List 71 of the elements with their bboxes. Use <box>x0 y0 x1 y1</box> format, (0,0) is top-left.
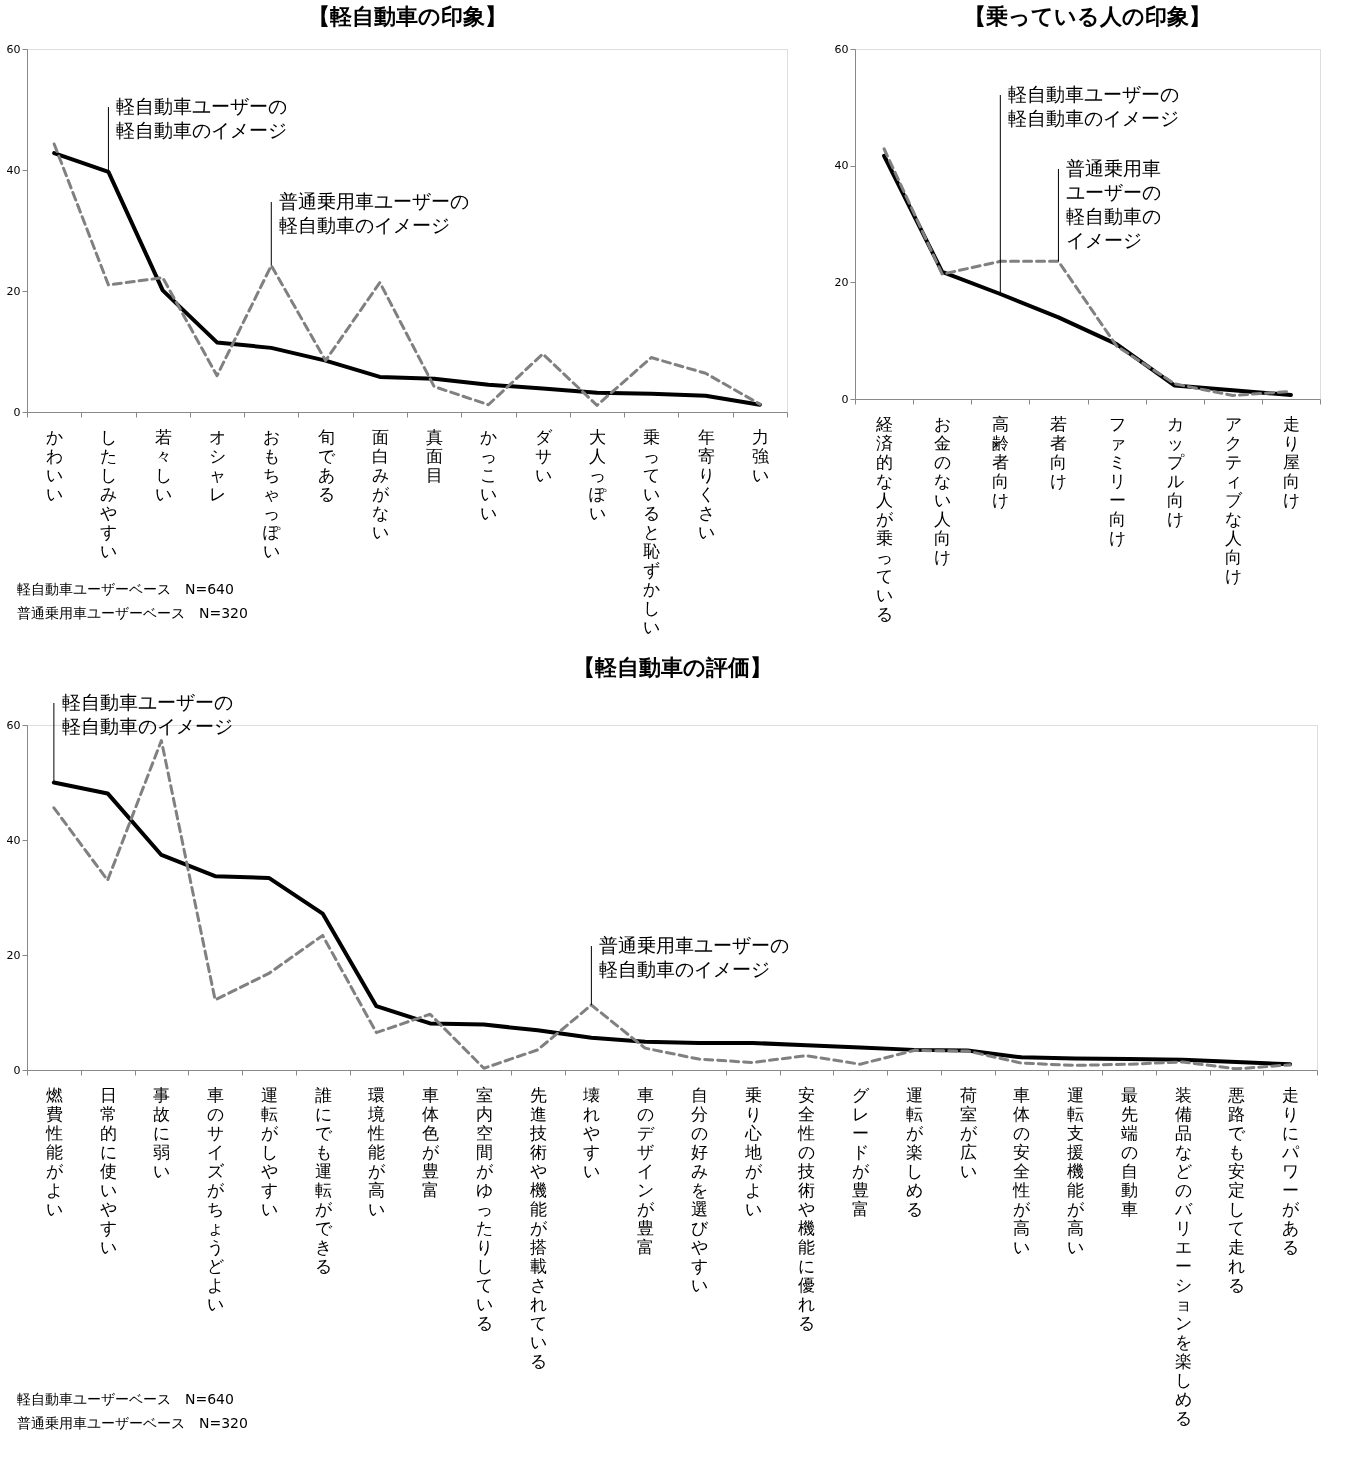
text: 普通乗用車ユーザーベース N=320 <box>17 1415 248 1431</box>
text: 軽自動車ユーザーベース N=640 <box>17 581 234 597</box>
x-tick-label: 運転が楽しめる <box>905 1084 924 1219</box>
category-label: 経済的な人が乗っている <box>876 413 894 624</box>
x-tick-label: おもちゃっぽい <box>263 426 282 561</box>
category-label: 乗っていると恥ずかしい <box>643 426 661 637</box>
text: 普通乗用車ユーザーベース N=320 <box>17 605 248 621</box>
category-label: 運転支援機能が高い <box>1067 1084 1085 1257</box>
x-tick-label: グレードが豊富 <box>852 1084 871 1219</box>
y-tick-label: 60 <box>834 42 849 56</box>
y-tick-label: 20 <box>6 948 21 962</box>
y-tick-label: 20 <box>834 275 849 289</box>
y-tick-label: 0 <box>841 392 849 406</box>
category-label: 車体の安全性が高い <box>1013 1084 1031 1257</box>
y-tick-label: 20 <box>6 284 21 298</box>
annotation: 普通乗用車ユーザーの軽自動車のイメージ <box>1066 157 1162 251</box>
x-tick-label: ダサい <box>534 426 553 485</box>
y-tick-label: 60 <box>6 718 21 732</box>
category-label: 装備品などのバリエーションを楽しめる <box>1174 1084 1192 1428</box>
annotation: 普通乗用車ユーザーの軽自動車のイメージ <box>599 934 790 980</box>
y-tick-label: 60 <box>6 42 21 56</box>
y-tick-label: 0 <box>13 405 21 419</box>
x-tick-label: 運転がしやすい <box>260 1084 279 1219</box>
x-tick-label: 高齢者向け <box>992 413 1010 510</box>
x-tick-label: 荷室が広い <box>959 1084 978 1181</box>
category-label: 安全性の技術や機能に優れる <box>798 1084 816 1333</box>
annotation: 軽自動車ユーザーの軽自動車のイメージ <box>116 95 288 141</box>
category-label: 車のデザインが豊富 <box>637 1084 655 1257</box>
annotation: 軽自動車ユーザーの軽自動車のイメージ <box>61 691 233 737</box>
y-tick-label: 40 <box>6 163 21 177</box>
x-tick-label: 環境性能が高い <box>367 1084 387 1219</box>
category-label: 先進技術や機能が搭載されている <box>529 1084 547 1371</box>
category-label: 室内空間がゆったりしている <box>475 1084 493 1333</box>
x-tick-label: カップル向け <box>1166 413 1185 529</box>
x-tick-label: 最先端の自動車 <box>1120 1084 1138 1219</box>
chart-title: 【軽自動車の評価】 <box>572 655 772 680</box>
x-tick-label: 車体色が豊富 <box>422 1084 441 1200</box>
x-tick-label: ファミリー向け <box>1108 413 1126 548</box>
x-tick-label: 真面目 <box>426 426 444 485</box>
category-label: 走りにパワーがある <box>1282 1084 1300 1257</box>
annotation: 軽自動車ユーザーの軽自動車のイメージ <box>1008 83 1180 129</box>
category-label: 日常的に使いやすい <box>99 1084 117 1257</box>
x-tick-label: オシャレ <box>209 426 226 504</box>
x-tick-label: 若者向け <box>1050 413 1068 491</box>
category-label: 自分の好みを選びやすい <box>690 1084 708 1295</box>
x-tick-label: 壊れやすい <box>582 1084 601 1181</box>
y-tick-label: 0 <box>13 1063 21 1077</box>
x-tick-label: 大人っぽい <box>589 426 607 523</box>
category-label: 車のサイズがちょうどよい <box>207 1084 225 1314</box>
x-tick-label: 燃費性能がよい <box>44 1084 64 1219</box>
category-label: 誰にでも運転ができる <box>314 1084 332 1276</box>
y-tick-label: 40 <box>6 833 21 847</box>
annotation: 普通乗用車ユーザーの軽自動車のイメージ <box>279 190 470 236</box>
x-tick-label: 事故に弱い <box>153 1084 171 1181</box>
x-tick-label: かわいい <box>46 426 64 504</box>
x-tick-label: 若々しい <box>154 426 172 504</box>
category-label: 悪路でも安定して走れる <box>1228 1084 1246 1295</box>
x-tick-label: したしみやすい <box>100 426 118 561</box>
x-tick-label: 旬である <box>317 426 336 504</box>
category-label: アクティブな人向け <box>1224 413 1242 586</box>
x-tick-label: 面白みがない <box>371 426 390 542</box>
x-tick-label: 走り屋向け <box>1282 413 1300 510</box>
x-tick-label: 力強い <box>751 426 769 485</box>
chart-title: 【軽自動車の印象】 <box>307 4 507 29</box>
chart-title: 【乗っている人の印象】 <box>964 4 1211 29</box>
x-tick-label: かっこいい <box>480 426 498 523</box>
text: 軽自動車ユーザーベース N=640 <box>17 1391 234 1407</box>
x-tick-label: お金のない人向け <box>934 413 952 567</box>
y-tick-label: 40 <box>834 159 849 173</box>
x-tick-label: 乗り心地がよい <box>743 1084 763 1219</box>
x-tick-label: 年寄りくさい <box>697 426 715 542</box>
